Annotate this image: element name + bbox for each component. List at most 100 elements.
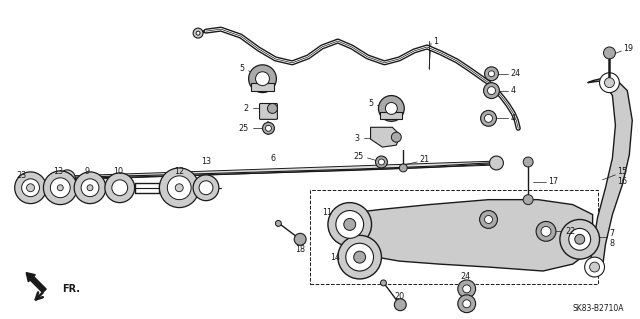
Circle shape [385,102,397,115]
Text: 5: 5 [369,99,374,108]
Text: SK83-B2710A: SK83-B2710A [573,304,624,313]
Circle shape [266,125,271,131]
Text: 1: 1 [433,37,438,46]
Circle shape [262,122,275,134]
Circle shape [51,178,70,198]
Text: 3: 3 [355,134,360,143]
Circle shape [175,184,183,192]
Circle shape [196,31,200,35]
Circle shape [105,173,134,203]
Text: 22: 22 [566,227,576,236]
Circle shape [488,87,495,94]
Circle shape [484,83,499,99]
Text: 14: 14 [330,253,340,262]
Bar [251,83,275,91]
Text: 21: 21 [419,155,429,165]
Polygon shape [340,200,593,271]
Circle shape [354,251,365,263]
Circle shape [346,243,374,271]
FancyArrow shape [26,273,46,293]
Text: 12: 12 [174,167,184,176]
Circle shape [524,157,533,167]
Circle shape [159,168,199,208]
Circle shape [484,67,499,81]
Text: 19: 19 [623,44,634,54]
Circle shape [605,78,614,88]
Circle shape [336,211,364,238]
Text: 8: 8 [609,239,614,248]
Text: 20: 20 [394,292,404,301]
Circle shape [248,65,276,93]
Circle shape [338,235,381,279]
Circle shape [380,280,387,286]
Circle shape [481,110,497,126]
Circle shape [87,185,93,191]
Circle shape [74,172,106,204]
Text: 6: 6 [271,153,275,162]
Circle shape [392,132,401,142]
Circle shape [193,175,219,201]
Circle shape [167,176,191,200]
Circle shape [255,72,269,85]
Bar [310,190,598,284]
Circle shape [199,181,213,195]
Text: 18: 18 [295,245,305,254]
Circle shape [484,115,493,122]
Circle shape [44,171,77,204]
Circle shape [294,234,306,245]
Circle shape [490,156,504,170]
Text: 11: 11 [322,208,332,217]
Circle shape [376,156,387,168]
Polygon shape [70,161,499,180]
Text: 25: 25 [353,152,364,160]
Circle shape [484,216,493,223]
Circle shape [112,180,128,196]
Circle shape [399,164,407,172]
Circle shape [81,179,99,197]
Circle shape [394,299,406,311]
Text: 13: 13 [201,158,211,167]
Circle shape [458,295,476,313]
Circle shape [275,220,282,226]
Circle shape [463,300,470,308]
Circle shape [488,71,495,77]
Polygon shape [588,76,632,267]
Text: FR.: FR. [62,284,80,294]
Text: 2: 2 [243,104,248,113]
Circle shape [15,172,47,204]
Text: 10: 10 [113,167,123,176]
Bar [380,112,403,119]
Circle shape [569,228,591,250]
Circle shape [600,73,620,93]
Text: 17: 17 [548,177,558,186]
Text: 23: 23 [17,171,27,180]
Text: 15: 15 [618,167,627,176]
Circle shape [193,28,203,38]
Circle shape [604,47,616,59]
Text: 16: 16 [618,177,627,186]
Circle shape [536,221,556,241]
Circle shape [27,184,35,192]
Circle shape [268,103,277,114]
Text: 13: 13 [53,167,63,176]
Circle shape [458,280,476,298]
Circle shape [378,96,404,121]
Circle shape [479,211,497,228]
Text: 25: 25 [238,124,248,133]
Text: 4: 4 [510,86,515,95]
Circle shape [378,159,385,165]
Text: 24: 24 [461,272,471,281]
Circle shape [589,262,600,272]
Text: 7: 7 [609,229,614,238]
Circle shape [328,203,372,246]
Polygon shape [371,127,400,147]
Circle shape [463,285,470,293]
Circle shape [58,185,63,191]
Text: 4: 4 [510,114,515,123]
Circle shape [22,179,40,197]
Text: 9: 9 [84,167,90,176]
Circle shape [575,234,585,244]
Circle shape [541,226,551,236]
Circle shape [60,170,75,186]
Circle shape [560,219,600,259]
